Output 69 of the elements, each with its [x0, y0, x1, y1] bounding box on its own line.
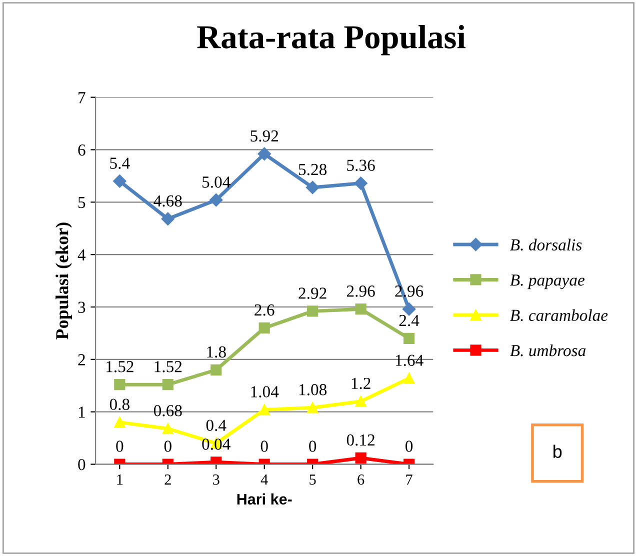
- point: [307, 402, 318, 414]
- data-label: 0.12: [346, 434, 374, 446]
- y-axis-title: Populasi (ekor): [56, 222, 72, 340]
- x-tick-label: 5: [310, 474, 316, 485]
- data-label: 0: [116, 440, 124, 452]
- point: [210, 193, 223, 207]
- point: [355, 304, 366, 315]
- point: [114, 416, 126, 428]
- point: [354, 176, 368, 190]
- data-label: 1.8: [207, 346, 226, 358]
- y-tick-label: 5: [78, 197, 86, 208]
- point: [306, 180, 320, 194]
- data-label: 1.2: [352, 378, 370, 390]
- data-label: 4.68: [154, 195, 182, 207]
- y-tick-label: 4: [78, 249, 86, 260]
- x-tick-label: 2: [164, 474, 171, 485]
- legend-label: B. carambolae: [510, 309, 608, 322]
- y-tick-label: 3: [78, 302, 86, 313]
- data-label: 1.04: [251, 386, 279, 398]
- text: b: [554, 444, 562, 458]
- point: [258, 147, 271, 161]
- point: [210, 364, 222, 376]
- point: [161, 212, 174, 226]
- data-label: 2.96: [346, 286, 375, 297]
- data-label: 2.6: [254, 304, 274, 316]
- legend-label: B. umbrosa: [510, 344, 586, 356]
- point: [403, 372, 415, 384]
- data-label: 5.28: [298, 164, 327, 176]
- x-tick-label: 6: [358, 474, 364, 485]
- data-label: 5.92: [250, 130, 278, 142]
- data-label: 0.68: [154, 405, 182, 416]
- data-label: 0: [406, 440, 413, 452]
- data-label: 0: [164, 440, 172, 452]
- point: [113, 174, 126, 188]
- data-label: 1.52: [106, 361, 134, 372]
- point: [403, 332, 415, 344]
- x-tick-label: 1: [117, 474, 123, 485]
- y-tick-label: 7: [78, 92, 86, 104]
- x-tick-label: 7: [406, 474, 412, 485]
- data-label: 1.64: [396, 354, 424, 366]
- point: [258, 404, 270, 416]
- data-label: 0.8: [110, 398, 130, 410]
- y-tick-label: 2: [78, 354, 85, 366]
- legend-label: B. dorsalis: [510, 238, 582, 251]
- data-label: 5.4: [110, 158, 130, 169]
- point: [355, 396, 366, 407]
- point: [307, 306, 318, 317]
- data-label: 0: [309, 440, 316, 452]
- data-label: 2.92: [298, 288, 326, 299]
- x-axis-title: Hari ke-: [237, 493, 292, 505]
- data-label: 5.36: [347, 160, 375, 172]
- data-label: 0: [260, 440, 268, 452]
- x-tick-label: 3: [213, 474, 220, 485]
- legend-label: B. papayae: [510, 274, 585, 290]
- point: [114, 379, 126, 390]
- point: [162, 423, 174, 434]
- data-label: 0.4: [206, 420, 226, 432]
- data-label: 1.52: [154, 361, 182, 372]
- point: [355, 452, 366, 464]
- data-label: 5.04: [202, 176, 230, 188]
- point: [258, 322, 270, 334]
- y-tick-label: 0: [78, 458, 86, 470]
- x-tick-label: 4: [260, 474, 268, 485]
- chart-title: Rata-rata Populasi: [197, 25, 466, 56]
- y-tick-label: 1: [78, 406, 85, 418]
- data-label: 2.4: [399, 314, 420, 326]
- data-label: 1.08: [299, 384, 327, 396]
- y-tick-label: 6: [78, 144, 86, 156]
- point: [162, 379, 174, 390]
